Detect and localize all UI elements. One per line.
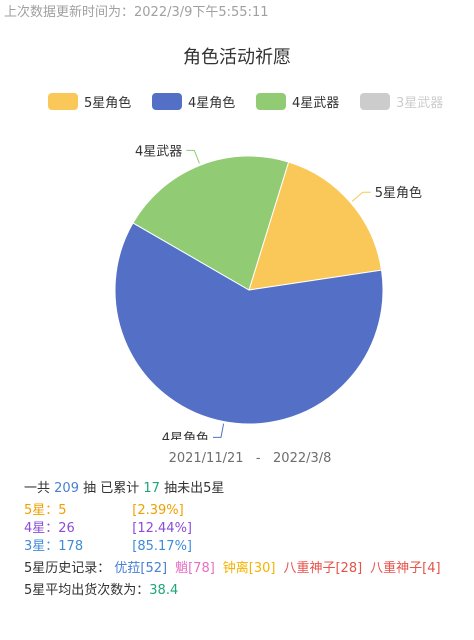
average-label: 5星平均出货次数为： — [24, 583, 150, 598]
rarity-percent: [12.44%] — [132, 521, 192, 536]
legend-label: 3星武器 — [396, 95, 444, 111]
legend-label: 5星角色 — [84, 95, 132, 111]
update-time: 上次数据更新时间为：2022/3/9下午5:55:11 — [4, 5, 269, 20]
summary-prefix: 一共 — [24, 481, 51, 496]
legend-swatch — [360, 92, 390, 110]
legend-item-3star-weapon[interactable]: 3星武器 — [360, 91, 443, 111]
slice-label: 4星角色 — [162, 430, 209, 440]
history-item: 优菈[52] — [114, 561, 168, 576]
legend-label: 4星武器 — [292, 95, 340, 111]
rarity-label: 3星： — [24, 539, 59, 554]
summary-suffix: 抽未出5星 — [164, 481, 225, 496]
pie-slice[interactable] — [248, 161, 383, 291]
rarity-count: 5 — [58, 503, 67, 518]
rarity-percent: [2.39%] — [132, 503, 184, 518]
legend-item-5star-character[interactable]: 5星角色 — [48, 91, 131, 111]
slice-label: 4星武器 — [135, 144, 182, 159]
legend-label: 4星角色 — [188, 95, 236, 111]
summary-mid: 抽 已累计 — [83, 481, 140, 496]
history-item: 八重神子[4] — [370, 561, 441, 576]
legend-item-4star-character[interactable]: 4星角色 — [152, 91, 235, 111]
rarity-count: 26 — [58, 521, 75, 536]
slice-leader-line — [186, 149, 200, 164]
legend-swatch — [48, 92, 78, 110]
rarity-count: 178 — [58, 539, 84, 554]
range-start: 2021/11/21 — [168, 451, 244, 466]
rarity-percent: [85.17%] — [132, 539, 192, 554]
rarity-label: 5星： — [24, 503, 59, 518]
stats-panel: 一共 209 抽 已累计 17 抽未出5星 5星：5 [2.39%] 4星：26 [… — [24, 480, 474, 600]
total-pulls: 209 — [54, 481, 79, 496]
rarity-row-5star: 5星：5 [2.39%] — [24, 502, 474, 520]
legend-item-4star-weapon[interactable]: 4星武器 — [256, 91, 339, 111]
legend-swatch — [256, 92, 286, 110]
slice-leader-line — [212, 423, 225, 438]
legend-swatch — [152, 92, 182, 110]
pity-count: 17 — [143, 481, 160, 496]
history-item: 八重神子[28] — [283, 561, 363, 576]
history-label: 5星历史记录： — [24, 561, 111, 576]
pie-chart: 5星角色 4星角色 4星武器 — [114, 144, 422, 440]
range-separator: - — [255, 451, 261, 466]
rarity-label: 4星： — [24, 521, 59, 536]
date-range: 2021/11/21 - 2022/3/8 — [0, 451, 474, 466]
pie-slice[interactable] — [132, 155, 290, 291]
history-item: 魈[78] — [175, 561, 215, 576]
rarity-row-4star: 4星：26 [12.44%] — [24, 520, 474, 538]
five-star-history: 5星历史记录： 优菈[52] 魈[78] 钟离[30] 八重神子[28] 八重神子[4] — [24, 560, 474, 578]
pull-summary: 一共 209 抽 已累计 17 抽未出5星 — [24, 480, 474, 498]
average-value: 38.4 — [149, 583, 179, 598]
average-pulls: 5星平均出货次数为：38.4 — [24, 582, 474, 600]
range-end: 2022/3/8 — [273, 451, 332, 466]
pie-slice[interactable] — [114, 222, 384, 425]
history-item: 钟离[30] — [222, 561, 276, 576]
slice-label: 5星角色 — [375, 185, 422, 201]
rarity-row-3star: 3星：178 [85.17%] — [24, 538, 474, 556]
chart-legend: 5星角色 4星角色 4星武器 3星武器 — [0, 91, 474, 111]
slice-leader-line — [351, 191, 371, 202]
chart-title: 角色活动祈愿 — [183, 47, 291, 68]
